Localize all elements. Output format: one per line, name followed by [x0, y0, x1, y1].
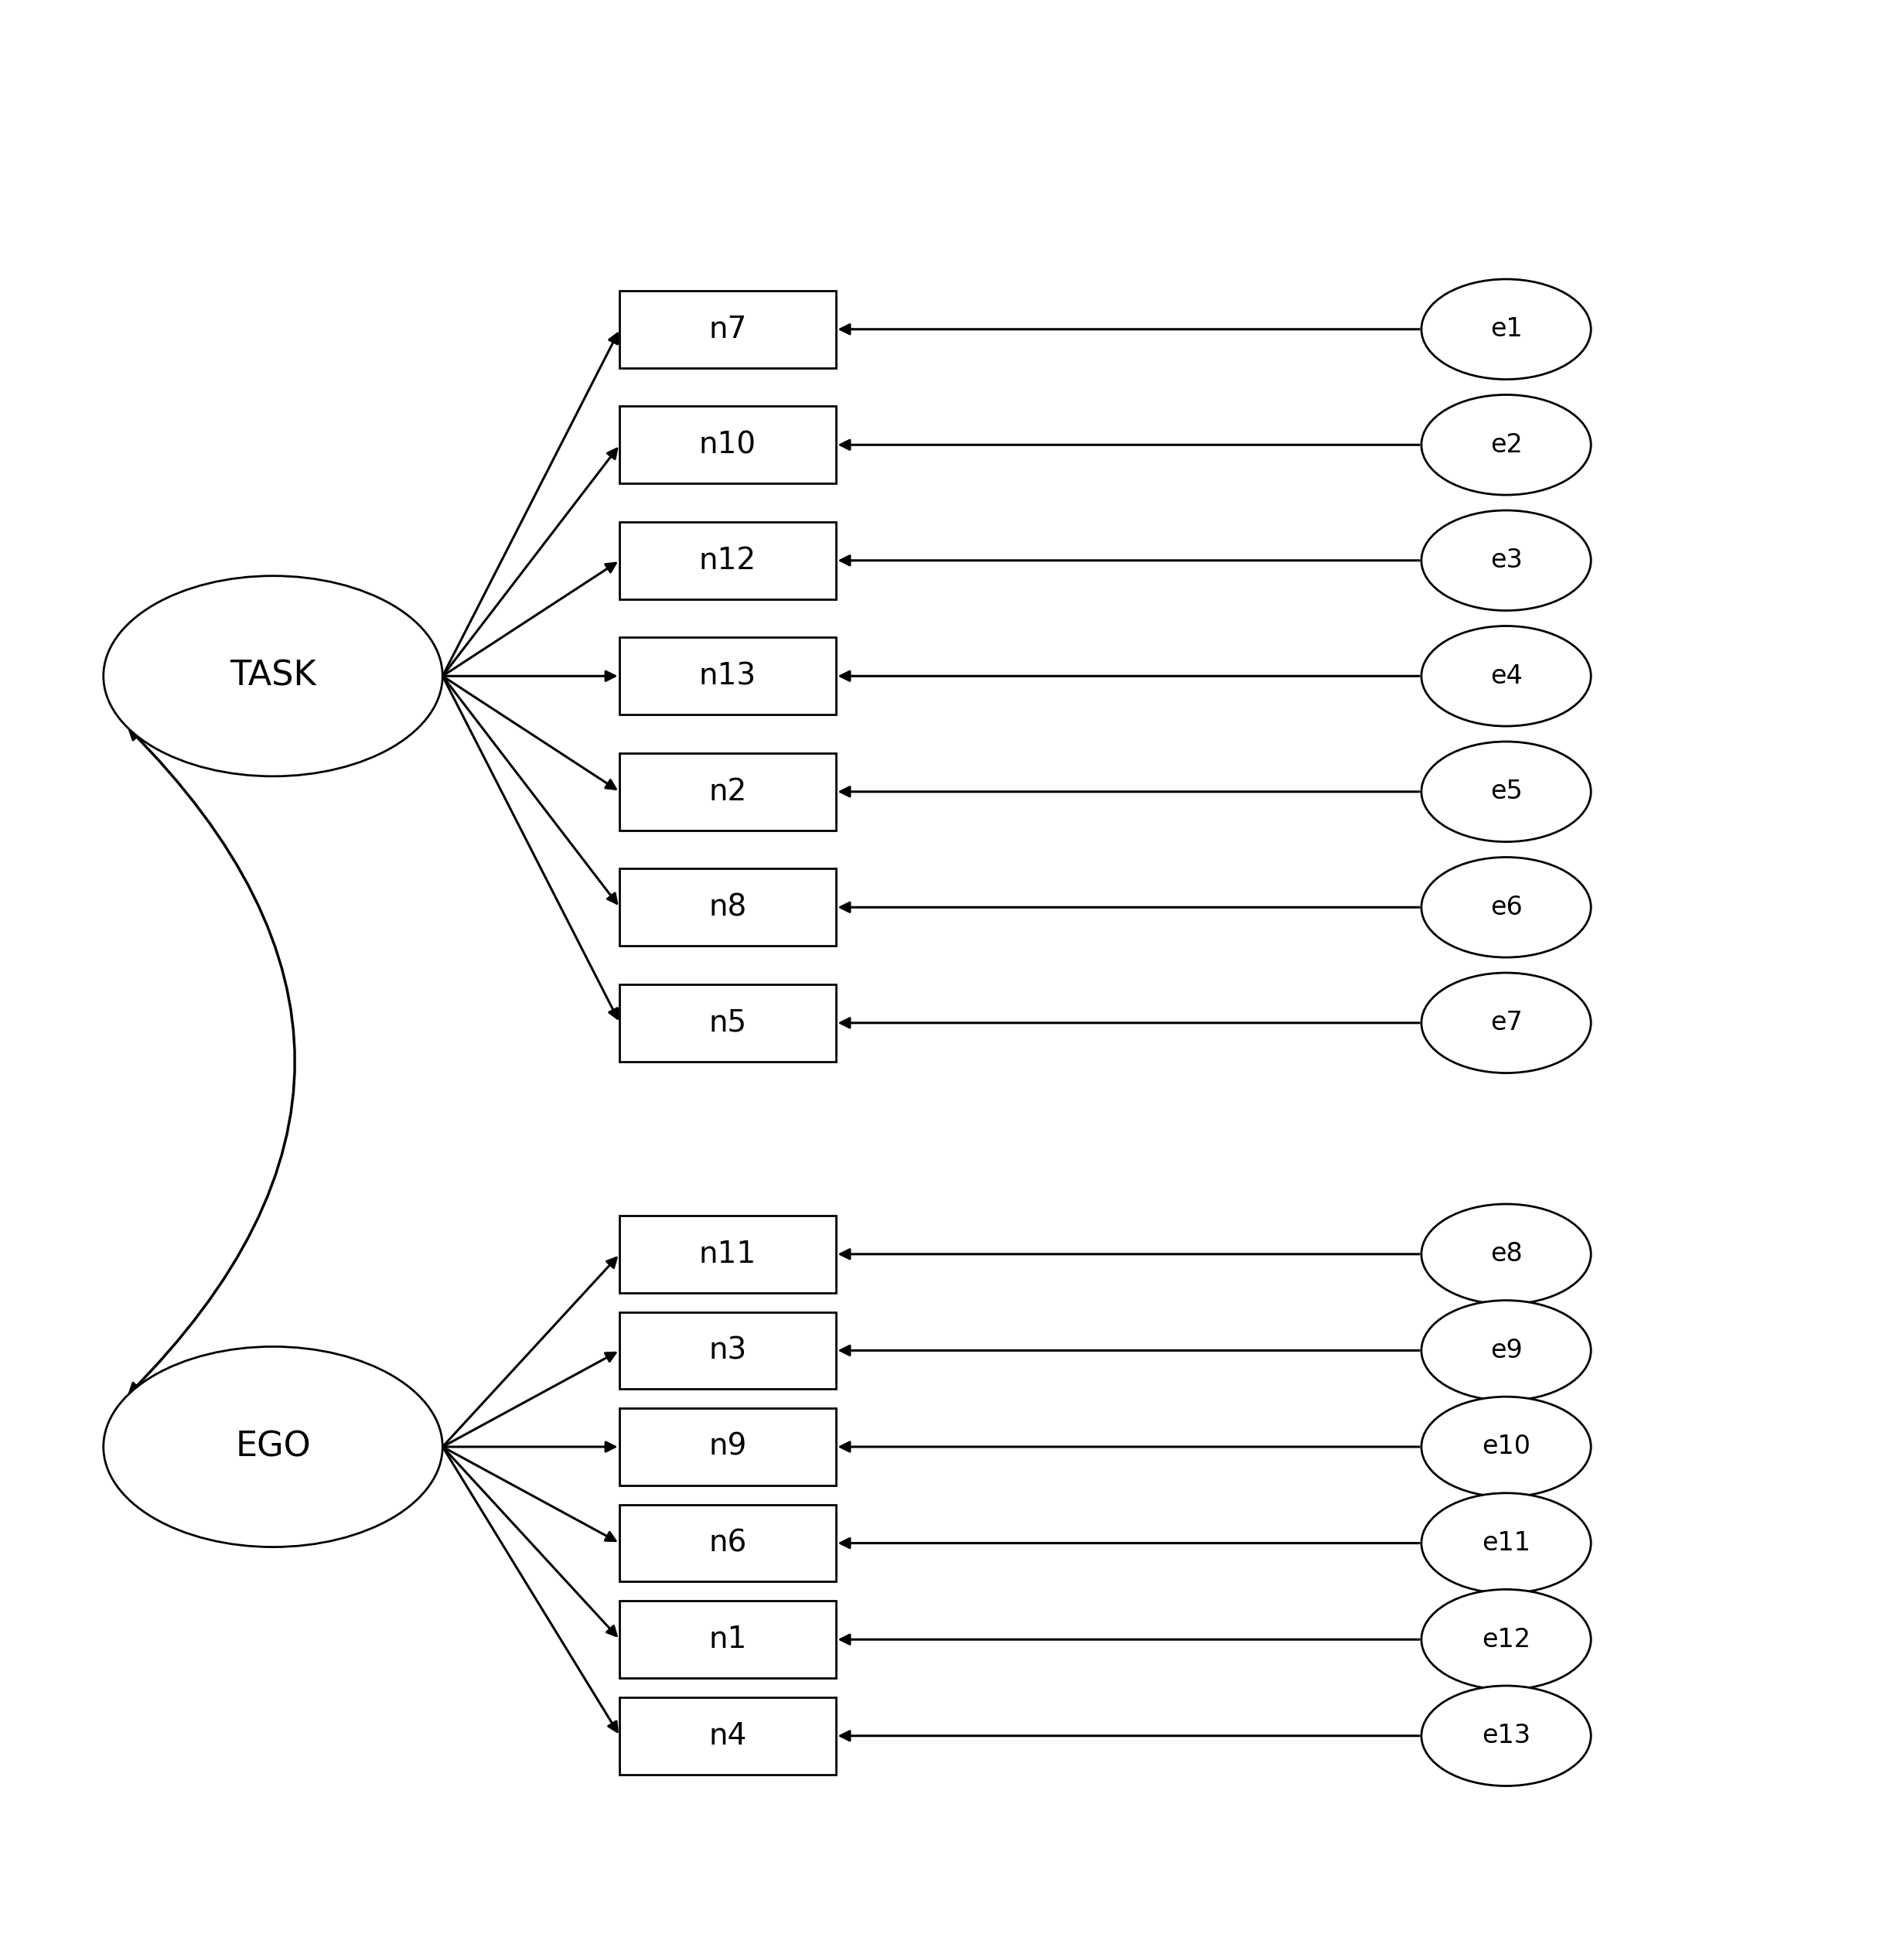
Ellipse shape — [1422, 1493, 1592, 1594]
FancyArrowPatch shape — [129, 730, 295, 1393]
Ellipse shape — [1422, 394, 1592, 496]
Text: e4: e4 — [1491, 663, 1523, 689]
Text: n7: n7 — [708, 314, 746, 343]
Text: e8: e8 — [1491, 1241, 1523, 1266]
Ellipse shape — [1422, 626, 1592, 726]
Ellipse shape — [103, 576, 442, 776]
Text: n4: n4 — [708, 1721, 746, 1750]
FancyBboxPatch shape — [621, 1602, 836, 1678]
Text: n8: n8 — [708, 894, 746, 923]
FancyBboxPatch shape — [621, 1504, 836, 1582]
Text: e3: e3 — [1491, 548, 1523, 574]
Text: e9: e9 — [1491, 1338, 1523, 1364]
Text: n11: n11 — [699, 1239, 756, 1268]
Text: e10: e10 — [1481, 1434, 1531, 1459]
Text: n2: n2 — [708, 776, 746, 806]
Text: n3: n3 — [708, 1336, 746, 1366]
Text: e11: e11 — [1481, 1530, 1531, 1555]
FancyBboxPatch shape — [621, 1697, 836, 1773]
Ellipse shape — [1422, 1301, 1592, 1401]
Text: n13: n13 — [699, 661, 756, 691]
Text: e1: e1 — [1491, 316, 1523, 341]
Ellipse shape — [1422, 1686, 1592, 1785]
Ellipse shape — [103, 1346, 442, 1547]
Text: n10: n10 — [699, 429, 756, 460]
Text: n12: n12 — [699, 546, 756, 576]
FancyBboxPatch shape — [621, 753, 836, 831]
FancyBboxPatch shape — [621, 1409, 836, 1485]
FancyBboxPatch shape — [621, 868, 836, 946]
FancyBboxPatch shape — [621, 523, 836, 599]
Text: n6: n6 — [708, 1528, 746, 1557]
Text: e2: e2 — [1491, 431, 1523, 458]
Text: e6: e6 — [1491, 894, 1523, 921]
FancyBboxPatch shape — [621, 291, 836, 369]
Text: e13: e13 — [1481, 1723, 1531, 1748]
FancyBboxPatch shape — [621, 985, 836, 1061]
Ellipse shape — [1422, 741, 1592, 841]
Text: e5: e5 — [1491, 778, 1523, 804]
FancyBboxPatch shape — [621, 1215, 836, 1294]
FancyBboxPatch shape — [621, 638, 836, 714]
Text: e12: e12 — [1481, 1627, 1531, 1652]
Ellipse shape — [1422, 974, 1592, 1073]
Text: EGO: EGO — [236, 1430, 310, 1463]
Ellipse shape — [1422, 1397, 1592, 1496]
Ellipse shape — [1422, 1590, 1592, 1690]
Text: n9: n9 — [708, 1432, 746, 1461]
Ellipse shape — [1422, 511, 1592, 611]
Text: n1: n1 — [708, 1625, 746, 1654]
Text: n5: n5 — [708, 1009, 746, 1038]
Ellipse shape — [1422, 279, 1592, 378]
FancyBboxPatch shape — [621, 406, 836, 484]
Ellipse shape — [1422, 856, 1592, 958]
Ellipse shape — [1422, 1204, 1592, 1303]
FancyBboxPatch shape — [621, 1311, 836, 1389]
Text: TASK: TASK — [230, 659, 316, 693]
Text: e7: e7 — [1491, 1011, 1523, 1036]
